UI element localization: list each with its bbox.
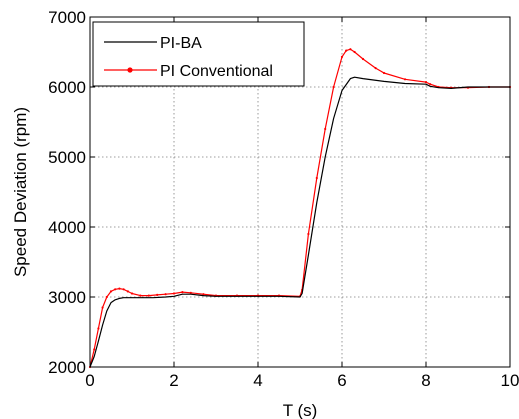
legend-marker-pi-conventional xyxy=(127,67,133,73)
x-tick-label: 0 xyxy=(85,371,94,390)
x-axis-label: T (s) xyxy=(283,401,318,419)
y-tick-label: 7000 xyxy=(48,8,86,27)
y-axis-label: Speed Deviation (rpm) xyxy=(11,107,30,277)
series-point-pi-conventional xyxy=(105,295,108,299)
series-point-pi-conventional xyxy=(345,49,348,52)
series-point-pi-conventional xyxy=(403,78,407,81)
series-point-pi-conventional xyxy=(164,293,167,296)
series-point-pi-conventional xyxy=(202,293,205,296)
x-tick-label: 2 xyxy=(169,371,178,390)
series-point-pi-conventional xyxy=(307,232,310,236)
y-tick-label: 2000 xyxy=(48,358,86,377)
series-point-pi-conventional xyxy=(181,291,184,294)
legend: PI-BA PI Conventional xyxy=(92,21,305,87)
x-tick-label: 8 xyxy=(421,371,430,390)
legend-box xyxy=(92,21,305,87)
y-tick-label: 4000 xyxy=(48,218,86,237)
series-point-pi-conventional xyxy=(122,288,125,291)
legend-label-pi-ba: PI-BA xyxy=(160,35,202,52)
series-point-pi-conventional xyxy=(118,287,121,290)
series-point-pi-conventional xyxy=(156,293,159,296)
series-point-pi-conventional xyxy=(353,50,356,54)
series-point-pi-conventional xyxy=(93,348,96,351)
x-tick-label: 10 xyxy=(501,371,519,390)
series-line-pi-conventional xyxy=(89,48,510,368)
y-tick-label: 5000 xyxy=(48,148,86,167)
series-point-pi-conventional xyxy=(130,292,134,295)
y-tick-label: 3000 xyxy=(48,288,86,307)
series-point-pi-conventional xyxy=(114,288,117,291)
series-point-pi-conventional xyxy=(97,327,100,330)
series-point-pi-conventional xyxy=(139,294,142,297)
x-tick-label: 6 xyxy=(337,371,346,390)
series-point-pi-conventional xyxy=(315,176,318,180)
series-point-pi-conventional xyxy=(340,55,344,59)
series-point-pi-conventional xyxy=(374,67,377,70)
series-point-pi-conventional xyxy=(332,85,335,89)
series-point-pi-conventional xyxy=(382,71,386,75)
series-layer xyxy=(88,48,512,369)
series-point-pi-conventional xyxy=(109,290,113,293)
series-point-pi-conventional xyxy=(361,57,365,61)
series-point-pi-conventional xyxy=(172,292,176,295)
series-point-pi-conventional xyxy=(126,290,129,293)
series-point-pi-conventional xyxy=(147,294,150,297)
series-point-pi-conventional xyxy=(324,127,327,131)
plot-frame xyxy=(89,16,511,368)
series-point-pi-conventional xyxy=(429,83,432,86)
x-tick-label: 4 xyxy=(253,371,262,390)
series-point-pi-conventional xyxy=(349,48,352,51)
legend-label-pi-conventional: PI Conventional xyxy=(160,63,273,80)
ticks: 0 2 4 6 8 10 2000 3000 4000 5000 6000 7000 xyxy=(48,8,519,390)
series-point-pi-conventional xyxy=(189,291,192,294)
series-line-pi-ba xyxy=(89,76,510,368)
series-point-pi-conventional xyxy=(101,306,104,309)
series-point-pi-conventional xyxy=(424,81,428,84)
y-tick-label: 6000 xyxy=(48,78,86,97)
